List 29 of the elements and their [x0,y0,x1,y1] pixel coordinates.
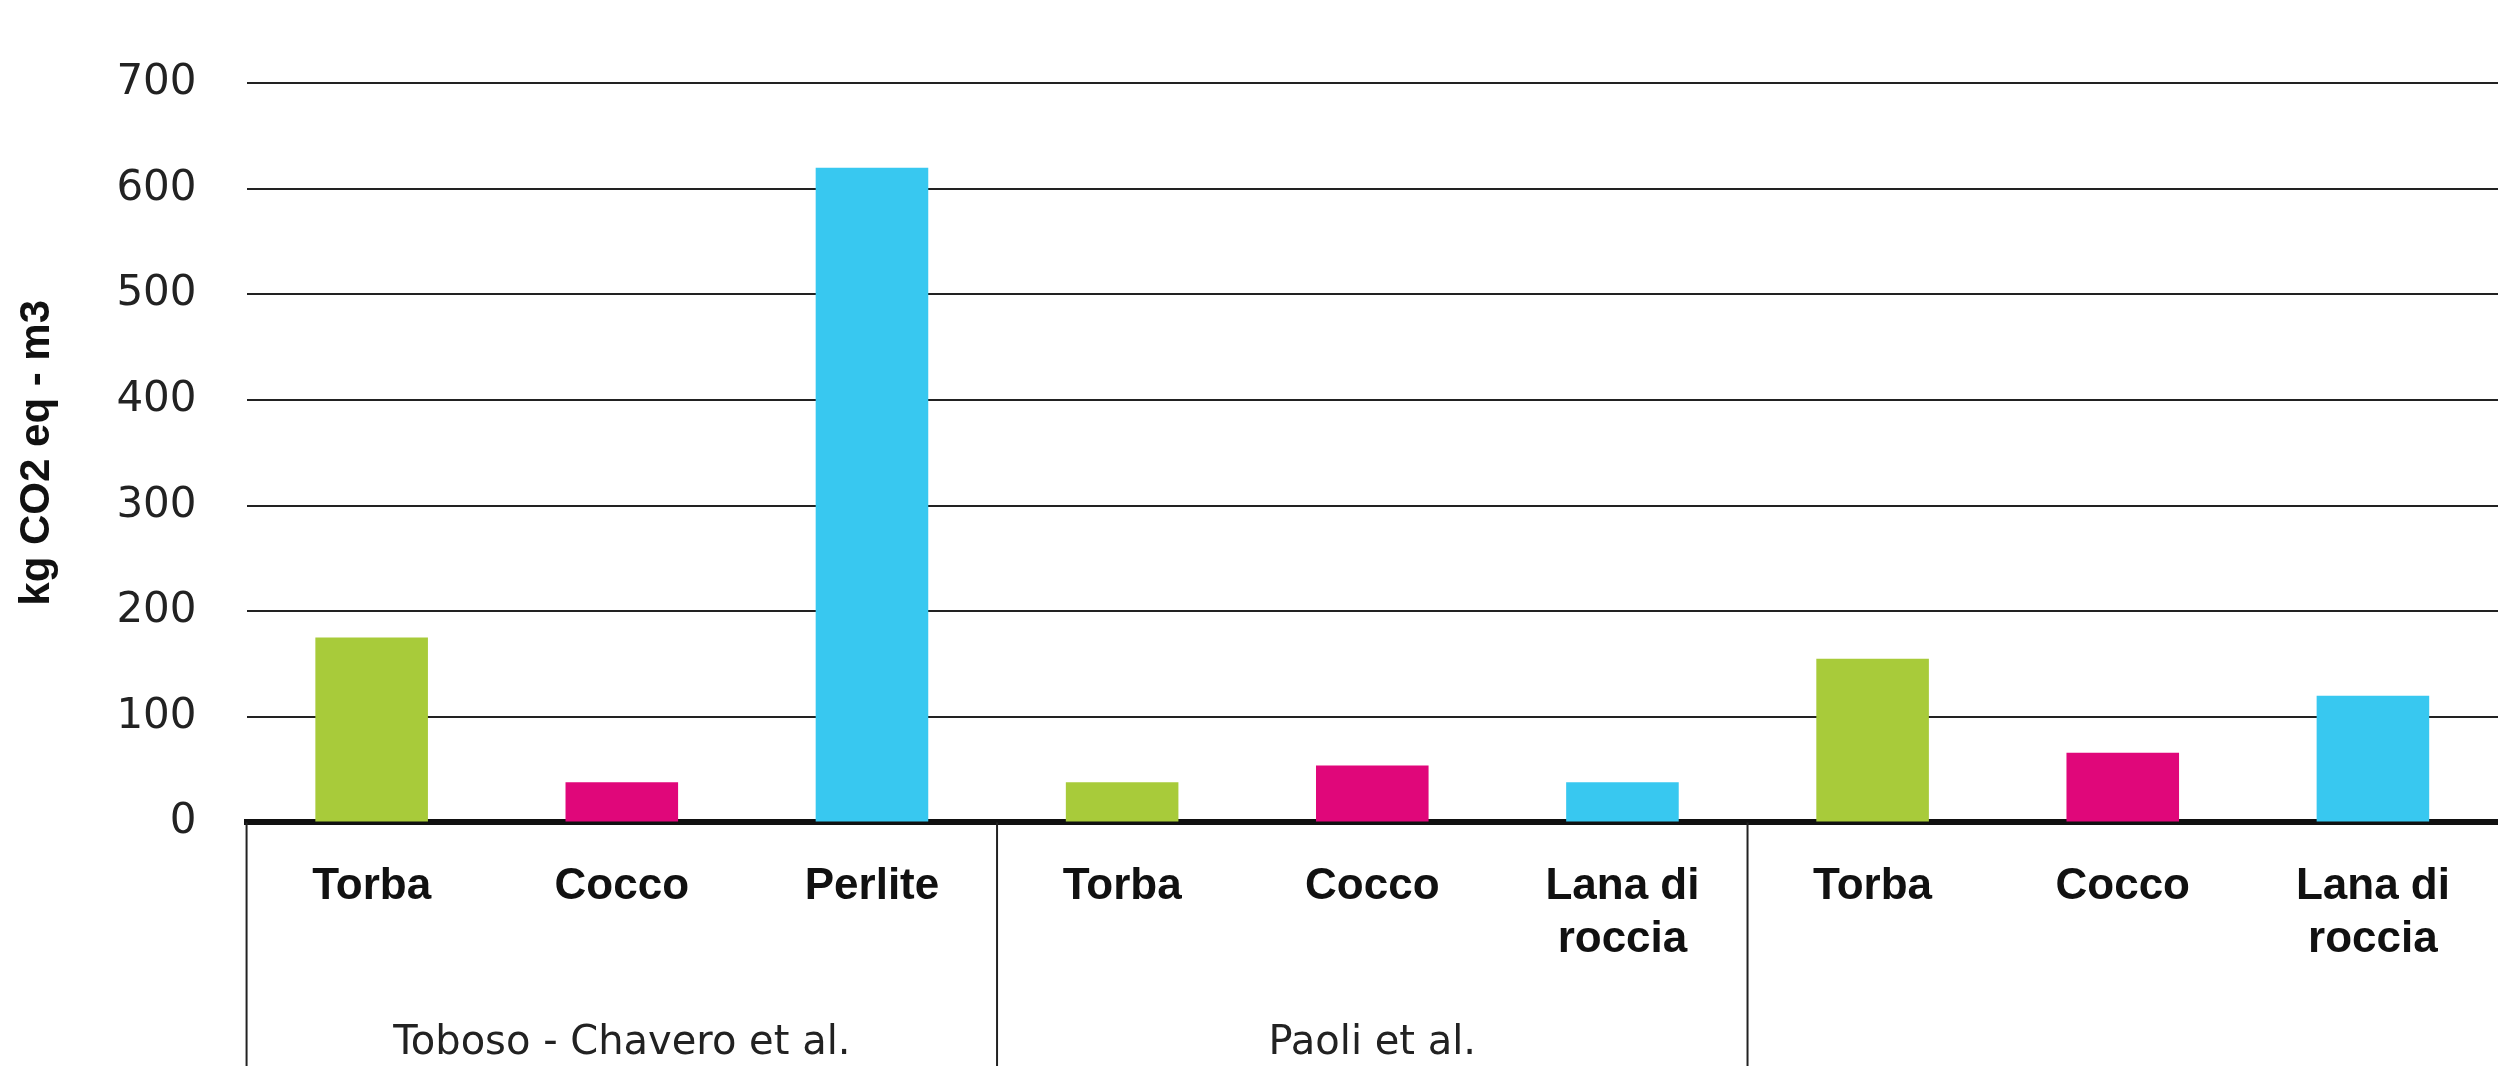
y-tick-label: 600 [116,160,197,210]
x-tick-label: Torba [1813,858,1933,908]
x-tick-label: Cocco [2055,858,2190,908]
bar [1566,782,1679,822]
x-tick-label: Lana di roccia [1545,858,1700,961]
x-tick-label: Cocco [1305,858,1440,908]
text: Toboso - Chavero et al. [392,1017,851,1063]
y-tick-label: 500 [116,266,197,316]
bar [1065,782,1179,822]
y-axis-title: kg CO2 eq - m3 [10,299,58,606]
x-tick-label: Torba [312,858,432,908]
x-tick-label: Cocco [554,858,690,908]
bar [1816,658,1929,822]
x-tick-label: Torba [1062,858,1183,908]
y-tick-label: 200 [116,583,197,633]
y-tick-label: 0 [169,794,197,844]
bar [2066,752,2180,822]
bar [315,637,428,822]
bar [2316,695,2430,822]
bar [565,782,679,822]
y-tick-label: 400 [116,371,197,421]
text: Paoli et al. [1268,1017,1477,1063]
y-tick-label: 300 [116,477,197,527]
bar [815,167,929,822]
x-tick-label: Perlite [804,858,940,908]
y-tick-label: 100 [116,688,197,738]
x-tick-label: Lana di roccia [2295,858,2450,961]
y-tick-label: 700 [116,55,197,105]
bar [1316,765,1429,822]
